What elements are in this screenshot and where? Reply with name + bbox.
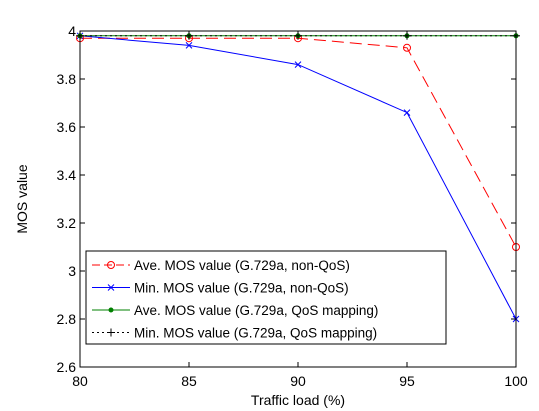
y-axis-title: MOS value <box>14 164 30 233</box>
y-tick-label: 3.8 <box>57 71 77 87</box>
x-axis-title: Traffic load (%) <box>251 392 345 408</box>
legend-marker <box>107 284 115 291</box>
data-point <box>403 109 411 116</box>
y-tick-label: 3.6 <box>57 119 77 135</box>
y-tick-label: 3 <box>68 263 76 279</box>
legend-label: Min. MOS value (G.729a, non-QoS) <box>134 281 349 296</box>
legend-label: Ave. MOS value (G.729a, non-QoS) <box>134 258 350 273</box>
legend-entry: Min. MOS value (G.729a, QoS mapping) <box>92 326 377 341</box>
legend: Ave. MOS value (G.729a, non-QoS) Min. MOS… <box>85 250 447 345</box>
x-tick-label: 100 <box>504 373 528 389</box>
x-tick-label: 90 <box>290 373 306 389</box>
y-tick-label: 2.8 <box>57 311 77 327</box>
legend-entry: Ave. MOS value (G.729a, non-QoS) <box>92 258 350 273</box>
legend-marker <box>107 328 115 337</box>
series-1 <box>76 32 520 323</box>
tick-layer: 80 85 90 95 100 2.6 2.8 3 3.2 3.4 3.6 3.8 4 <box>57 23 528 389</box>
y-tick-label: 4 <box>68 23 76 39</box>
y-tick-label: 3.2 <box>57 215 77 231</box>
data-point <box>185 42 193 49</box>
y-tick-label: 3.4 <box>57 167 77 183</box>
legend-entry: Min. MOS value (G.729a, non-QoS) <box>92 281 349 296</box>
legend-marker <box>108 307 114 313</box>
legend-label: Ave. MOS value (G.729a, QoS mapping) <box>134 303 378 318</box>
legend-label: Min. MOS value (G.729a, QoS mapping) <box>134 326 377 341</box>
x-tick-label: 95 <box>399 373 415 389</box>
x-tick-label: 85 <box>181 373 197 389</box>
legend-entry: Ave. MOS value (G.729a, QoS mapping) <box>92 303 378 318</box>
legend-box <box>85 250 447 345</box>
x-tick-label: 80 <box>72 373 88 389</box>
legend-marker <box>107 261 115 269</box>
y-tick-label: 2.6 <box>57 359 77 375</box>
data-point <box>403 43 411 52</box>
data-point <box>294 61 302 68</box>
